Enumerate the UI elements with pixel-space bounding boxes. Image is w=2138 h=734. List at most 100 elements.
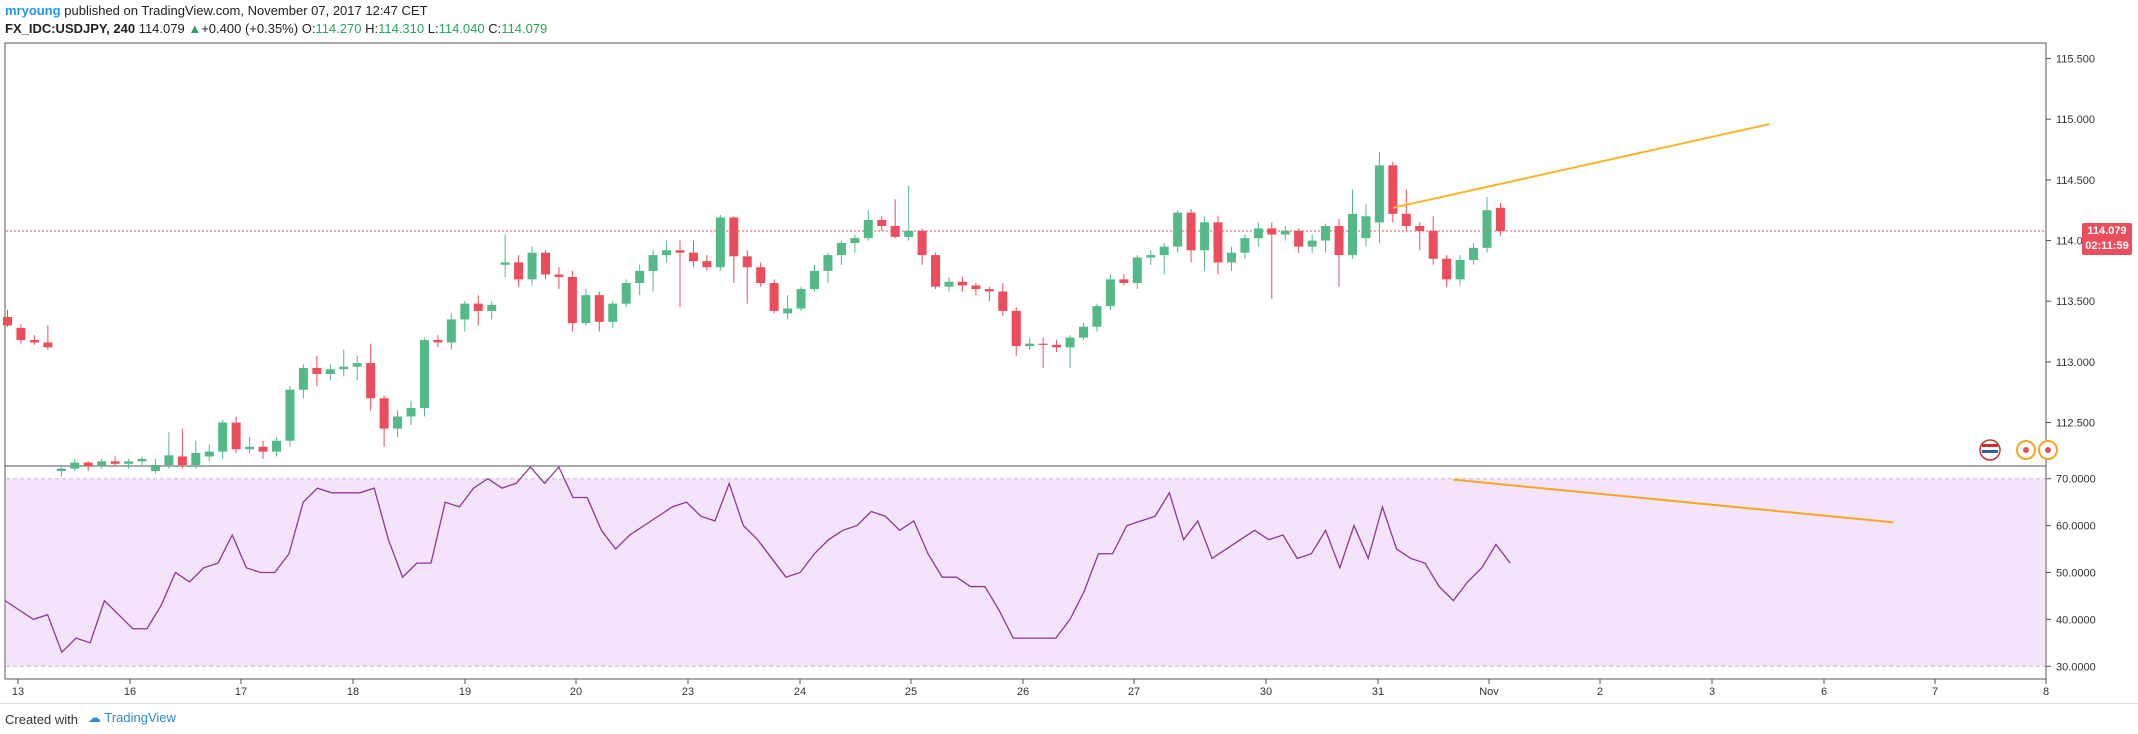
time-tick-label: 25 [905,686,917,698]
high-label: H: [365,21,379,36]
candle [1455,255,1465,286]
candle [621,279,631,308]
time-tick-label: 18 [347,686,359,698]
time-tick-label: 31 [1372,686,1384,698]
candle-body [56,468,66,472]
candle [1159,242,1169,275]
candle-body [917,230,927,256]
time-tick-label: 23 [682,686,694,698]
candle-body [1052,344,1062,348]
candle [406,400,416,425]
candle [83,461,93,472]
candle-body [1025,343,1035,347]
candle [836,240,846,265]
candle-body [1173,212,1183,247]
price-tick-label: 112.500 [2056,418,2095,430]
candle-body [29,340,39,343]
candle-body [541,252,550,275]
candle [272,437,281,457]
candle-body [191,452,201,465]
candle [460,301,470,332]
candle [1334,218,1344,287]
chart-svg[interactable]: 115.500115.000114.500114.000113.500113.0… [0,0,2138,704]
price-tick-label: 115.000 [2056,114,2095,126]
brand-label: TradingView [104,710,176,725]
candle-body [70,462,80,469]
candle-body [298,367,308,390]
candle-body [756,267,766,284]
candle [70,458,80,472]
tradingview-logo[interactable]: ☁ TradingView [88,710,176,726]
candle [231,416,241,453]
candle-body [567,276,577,324]
candle [419,337,429,417]
candle [1307,234,1317,253]
time-tick-label: 8 [2043,686,2049,698]
candle-body [312,367,322,375]
candle [379,395,389,447]
rsi-trendline[interactable] [1453,478,1894,524]
candle [164,432,174,469]
candle [500,234,510,277]
event-marker-icon[interactable] [2038,440,2058,460]
candle [594,291,604,332]
created-with-label: Created with [5,712,78,727]
candle-body [594,295,604,322]
candle [325,364,335,381]
candle-body [904,230,914,237]
candle [810,264,819,292]
price-trendline[interactable] [1392,123,1770,209]
rsi-axis-ticks: 70.0000 60.0000 50.0000 40.0000 30.0000 [2046,474,2096,673]
candle-body [1482,210,1492,248]
candle-body [850,238,860,243]
time-tick-label: 27 [1128,686,1140,698]
rsi-tick-label: 50.0000 [2056,568,2096,580]
candle [635,264,645,296]
candle [971,283,981,296]
candle [1146,250,1156,265]
us-flag-icon[interactable] [1979,439,2001,461]
candle-body [648,255,658,271]
candle-body [1253,228,1263,239]
candle [931,252,941,290]
published-text: published on TradingView.com, November 0… [64,3,428,18]
low-label: L: [427,21,439,36]
candle [245,437,255,453]
candle-body [433,340,443,343]
candle-body [1442,258,1452,280]
price-tick-label: 114.500 [2056,175,2095,187]
rsi-band [6,478,2045,667]
candle [110,456,120,467]
candle-body [1011,310,1021,347]
candle [904,185,914,241]
candle [527,246,537,286]
candle-body [554,274,564,277]
candle [3,309,12,327]
price-tick-label: 113.000 [2056,357,2095,369]
author-link[interactable]: mryoung [5,3,61,18]
close-value: 114.079 [501,21,548,36]
candle [957,276,967,292]
candle [1226,246,1236,271]
time-tick-label: 20 [570,686,582,698]
candle-body [325,369,335,375]
candle-body [460,303,470,320]
candle-body [715,217,725,268]
candle [567,270,577,332]
candle-body [823,255,833,271]
candle [16,324,26,344]
candle-body [1132,257,1142,284]
candle [823,252,833,284]
candle-body [688,252,698,262]
event-marker-icon[interactable] [2016,440,2036,460]
open-value: 114.270 [315,21,362,36]
candle-body [218,422,228,452]
candle-body [500,262,510,265]
price-pane-frame [4,42,2047,467]
candle-body [393,416,403,429]
candle [1213,216,1223,275]
cloud-icon: ☁ [88,710,101,725]
time-tick-label: 19 [459,686,471,698]
candle-body [1200,222,1210,251]
candle [1065,335,1075,368]
